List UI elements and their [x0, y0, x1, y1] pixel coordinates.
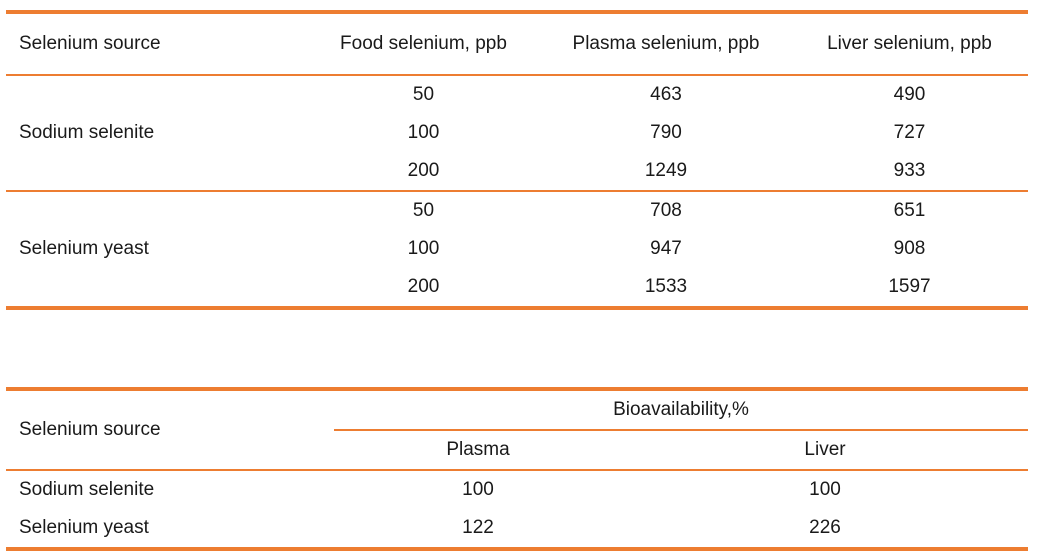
table-row: Sodium selenite 100 100	[6, 470, 1028, 509]
bioavailability-span-header-row: Selenium source Bioavailability,%	[6, 389, 1029, 440]
row-header-sodium-selenite: Sodium selenite	[19, 122, 155, 143]
selenium-levels-header-row: Selenium source Food selenium, ppb Plasm…	[6, 12, 1028, 75]
cell-food-selenium: 100	[407, 122, 440, 143]
cell-liver-selenium: 933	[893, 160, 926, 181]
cell-liver-selenium: 908	[893, 238, 926, 259]
cell-plasma-selenium: 1533	[644, 276, 688, 297]
cell-liver-selenium: 490	[893, 84, 926, 105]
col-header-liver-selenium: Liver selenium, ppb	[827, 33, 992, 54]
selenium-yeast-group: Selenium yeast 50 708 651 100 947 908 20…	[6, 191, 1028, 308]
cell-food-selenium: 50	[412, 200, 435, 221]
cell-plasma-bioavailability: 122	[462, 517, 494, 538]
cell-liver-bioavailability: 226	[809, 517, 841, 538]
table-row: 100 790 727	[6, 114, 1028, 152]
cell-food-selenium: 50	[412, 84, 435, 105]
table-row: 200 1249 933	[6, 152, 1028, 191]
table-row: 100 947 908	[6, 230, 1028, 268]
table-row: Selenium yeast 122 226	[6, 509, 1028, 549]
cell-food-selenium: 200	[407, 276, 440, 297]
cell-food-selenium: 100	[407, 238, 440, 259]
selenium-levels-table: Selenium source Food selenium, ppb Plasm…	[6, 10, 1028, 310]
cell-food-selenium: 200	[407, 160, 440, 181]
cell-liver-selenium: 651	[893, 200, 926, 221]
col-header-bioavailability: Bioavailability,%	[334, 389, 1029, 431]
col-header-liver: Liver	[804, 439, 846, 460]
cell-plasma-selenium: 947	[650, 238, 682, 259]
cell-liver-bioavailability: 100	[809, 479, 841, 500]
col-header-plasma: Plasma	[446, 439, 510, 460]
col-header-selenium-source: Selenium source	[19, 33, 161, 54]
table-row: Selenium yeast 50 708 651	[6, 191, 1028, 259]
row-header-selenium-yeast: Selenium yeast	[19, 238, 149, 259]
cell-plasma-selenium: 708	[650, 200, 682, 221]
cell-plasma-selenium: 790	[650, 122, 682, 143]
cell-plasma-bioavailability: 100	[462, 479, 494, 500]
table-row: Sodium selenite 50 463 490	[6, 75, 1028, 143]
row-header-selenium-yeast: Selenium yeast	[19, 517, 149, 538]
cell-liver-selenium: 1597	[888, 276, 931, 297]
page: Selenium source Food selenium, ppb Plasm…	[0, 10, 1048, 551]
cell-plasma-selenium: 463	[650, 84, 682, 105]
table-row: 200 1533 1597	[6, 268, 1028, 308]
col-header-food-selenium: Food selenium, ppb	[340, 33, 507, 54]
row-header-sodium-selenite: Sodium selenite	[19, 479, 155, 500]
col-header-selenium-source: Selenium source	[19, 419, 161, 440]
bioavailability-table: Selenium source Bioavailability,% Plasma…	[6, 387, 1029, 551]
cell-liver-selenium: 727	[893, 122, 926, 143]
bioavailability-sub-header-row: Plasma Liver	[6, 430, 1029, 470]
sodium-selenite-group: Sodium selenite 50 463 490 100 790 727 2…	[6, 75, 1028, 191]
col-header-plasma-selenium: Plasma selenium, ppb	[572, 33, 760, 54]
cell-plasma-selenium: 1249	[644, 160, 688, 181]
